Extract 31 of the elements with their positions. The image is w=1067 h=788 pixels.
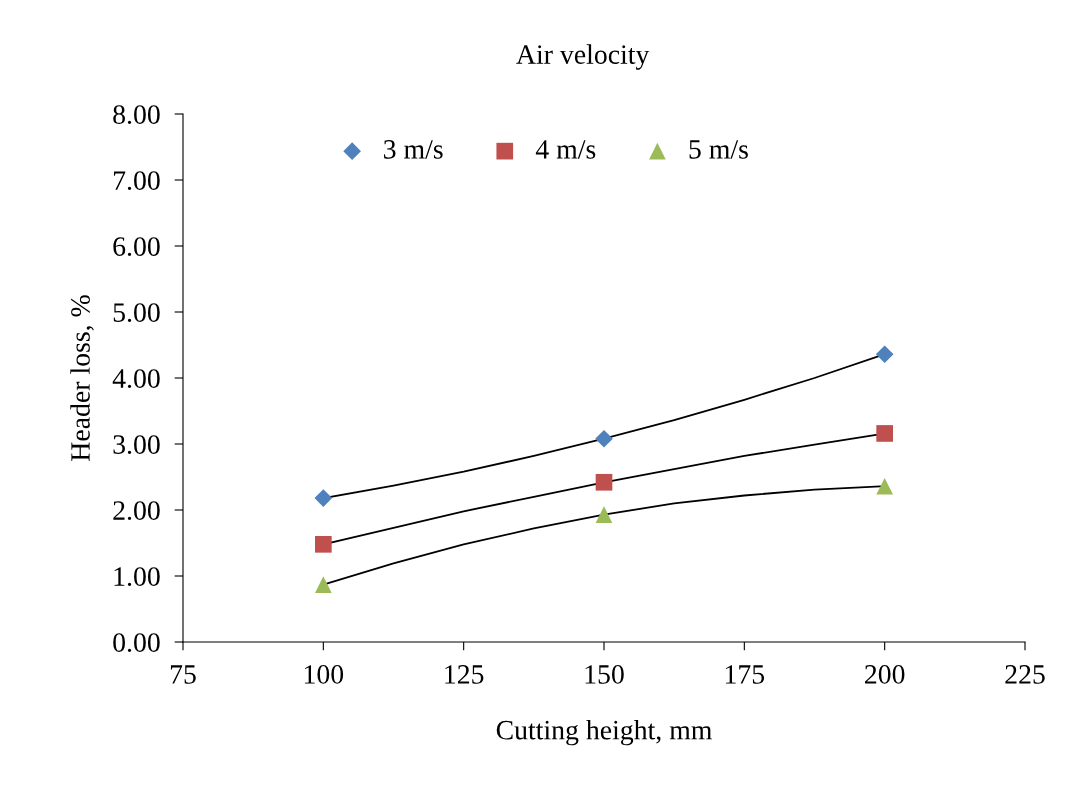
y-tick-label: 5.00 (113, 303, 160, 323)
y-tick-label: 8.00 (113, 105, 160, 125)
legend-label: 5 m/s (689, 140, 748, 159)
point (595, 473, 613, 491)
legend-label: 3 m/s (384, 140, 443, 159)
x-tick-label: 150 (585, 665, 624, 684)
y-tick-label: 7.00 (114, 171, 160, 191)
y-tick-label: 1.00 (114, 567, 160, 587)
point (875, 345, 894, 364)
y-tick-label: 2.00 (113, 501, 160, 521)
y-tick-label: 0.00 (113, 633, 160, 653)
y-axis-title: Header loss, % (70, 295, 94, 461)
x-tick-label: 100 (304, 665, 344, 684)
y-tick-label: 3.00 (113, 435, 160, 455)
legend-label: 4 m/s (535, 140, 596, 159)
y-tick-label: 4.00 (112, 369, 160, 389)
x-axis-title: Cutting height, mm (496, 719, 712, 746)
point (876, 425, 893, 442)
x-tick-label: 125 (445, 665, 484, 684)
y-tick-label: 6.00 (113, 237, 160, 257)
x-tick-label: 200 (865, 665, 905, 684)
point (595, 506, 613, 523)
point (315, 535, 332, 553)
point (315, 576, 332, 593)
point (314, 489, 333, 507)
x-tick-label: 225 (1005, 665, 1045, 684)
point (595, 429, 613, 448)
x-tick-label: 75 (170, 665, 196, 684)
x-tick-label: 175 (725, 665, 765, 684)
point (876, 477, 893, 495)
chart-title: Air velocity (516, 44, 650, 70)
